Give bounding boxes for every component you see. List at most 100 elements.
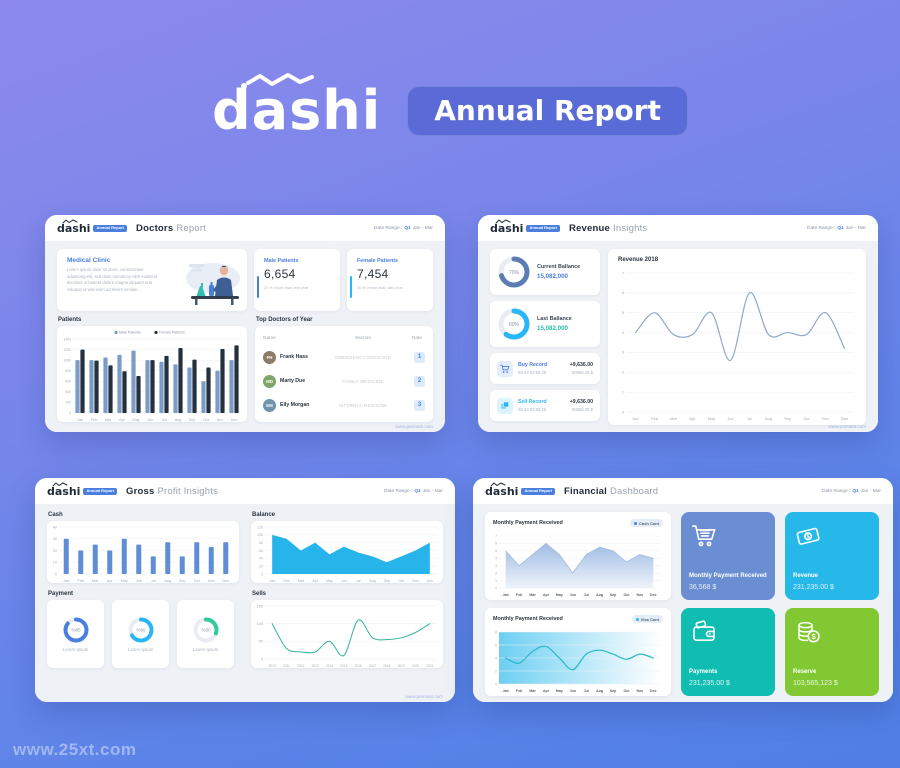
svg-text:5: 5 [622,310,625,315]
svg-text:Oct: Oct [623,593,630,597]
revenue-card: $ Revenue 231,235.00 $ [785,512,879,600]
logo-zigzag-icon [490,481,506,486]
col-section: Section [355,336,371,341]
wallet-icon [689,617,767,651]
svg-text:Feb: Feb [516,689,523,693]
svg-text:60: 60 [259,549,263,553]
col-rate: Rate [411,336,422,341]
svg-text:60%: 60% [509,322,520,328]
svg-text:Mar: Mar [92,579,99,583]
badge-dot-icon [635,617,639,621]
panel-title: Doctors Report [136,222,207,234]
table-header-row: Name Section Rate [263,332,425,345]
svg-text:2020: 2020 [412,664,419,668]
panel-title: Financial Dashboard [564,485,659,497]
svg-text:Dec: Dec [231,418,238,422]
visa-card-badge[interactable]: Visa Card [631,615,663,623]
svg-text:Jun: Jun [136,579,142,583]
last-balance-label: Last Ballance [537,316,572,323]
balance-chart-card: 0 20 40 60 80 100 120 Jan Feb Mar Apr May Jun Jul Aug S… [251,521,443,583]
svg-text:400: 400 [65,390,71,394]
female-patients-note: 30 % below than last year [357,285,403,290]
doctor-name: Frank Hass [280,354,308,360]
male-accent-bar [256,276,259,298]
svg-text:20: 20 [259,564,263,568]
svg-text:Sep: Sep [384,579,390,583]
card-value: 231,235.00 $ [689,680,730,687]
svg-text:1200: 1200 [63,348,71,352]
svg-text:Jan: Jan [503,689,509,693]
svg-text:40: 40 [259,557,263,561]
svg-text:Jun: Jun [570,593,576,597]
date-range-selector[interactable]: Date Range : Q1 Jan - Mar [807,225,866,231]
svg-text:Apr: Apr [312,579,318,583]
panel-watermark: www.premast.com [405,694,443,699]
buy-record-amount: +9,636.00 [569,362,593,368]
panel-title: Gross Profit Insights [126,485,219,497]
reserve-card: $ Reserve 103,565,123 $ [785,608,879,696]
cash-card-chart: Monthly Payment Received Cash Card 0 1 2 3 4… [485,512,671,600]
svg-text:Apr: Apr [107,579,114,583]
svg-text:4: 4 [622,330,625,335]
dollar-bill-icon: $ [793,521,871,555]
payment-donut-caption: Lorem Ipsum [192,646,219,652]
date-range-selector[interactable]: Date Range : Q1 Jan - Mar [384,488,443,494]
svg-text:Jun: Jun [147,418,153,422]
svg-text:Mar: Mar [670,416,678,421]
female-patients-value: 7,454 [357,267,389,281]
current-balance-label: Current Ballance [537,264,581,271]
table-row: MD Marty Due FAMILY MEDICINE 2 [263,369,425,393]
svg-text:8: 8 [495,630,497,634]
svg-text:2: 2 [622,370,625,375]
svg-text:4: 4 [495,557,497,561]
svg-text:Nov: Nov [822,416,829,421]
panel-body: Medical Clinic Lorem ipsum dolor sit ame… [45,242,445,432]
panel-logo-chip: Annual Report [526,224,561,232]
date-range-selector[interactable]: Date Range : Q1 Jan - Mar [822,488,881,494]
svg-text:Jun: Jun [341,579,347,583]
svg-text:Aug: Aug [175,418,182,422]
monthly-payment-card: Monthly Payment Received 36,568 $ [681,512,775,600]
payment-donut-card: %30 Lorem Ipsum [177,600,234,668]
svg-text:6: 6 [495,643,497,647]
svg-text:May: May [326,579,333,583]
last-balance-card: 60% Last Ballance 15,082,000 [490,301,600,347]
female-accent-bar [349,276,352,298]
panel-logo: dashi [57,218,90,234]
svg-text:2: 2 [495,669,497,673]
balance-section-label: Balance [252,512,276,518]
svg-text:Nov: Nov [217,418,224,422]
svg-text:Dec: Dec [650,593,657,597]
svg-text:2016: 2016 [355,664,362,668]
male-patients-label: Male Patients [264,258,299,264]
sells-chart-card: 0 50 100 150 2010 2011 2012 2013 2014 2015 2016 201… [251,600,443,668]
card-label: Reserve [793,669,817,676]
svg-text:3: 3 [622,350,625,355]
cash-card-badge[interactable]: Cash Card [629,519,663,527]
svg-text:2: 2 [495,571,497,575]
svg-text:Oct: Oct [623,689,630,693]
svg-text:5: 5 [495,549,497,553]
svg-text:1: 1 [495,579,497,583]
svg-text:2018: 2018 [383,664,390,668]
payment-donut-caption: Lorem Ipsum [62,646,89,652]
buy-record-label: Buy Record [518,362,548,368]
card-value: 231,235.00 $ [793,584,834,591]
cart-icon [689,521,767,555]
svg-text:%66: %66 [136,627,146,632]
cash-chart-title: Monthly Payment Received [493,520,563,526]
svg-text:Oct: Oct [203,418,210,422]
card-value: 103,565,123 $ [793,680,838,687]
svg-text:Feb: Feb [77,579,84,583]
panel-body: 70% Current Ballance 15,082,000 60% Last… [478,242,878,432]
female-patients-card: Female Patients 7,454 30 % below than la… [347,249,433,311]
avatar: FH [263,350,276,364]
annual-report-badge: Annual Report [407,86,688,136]
card-label: Monthly Payment Received [689,573,767,580]
visa-chart-title: Monthly Payment Received [493,616,563,622]
panel-header: dashi Annual Report Doctors Report Date R… [45,215,445,242]
date-range-selector[interactable]: Date Range : Q1 Jan - Mar [374,225,433,231]
svg-text:Jan: Jan [269,579,275,583]
svg-text:0: 0 [261,657,263,661]
